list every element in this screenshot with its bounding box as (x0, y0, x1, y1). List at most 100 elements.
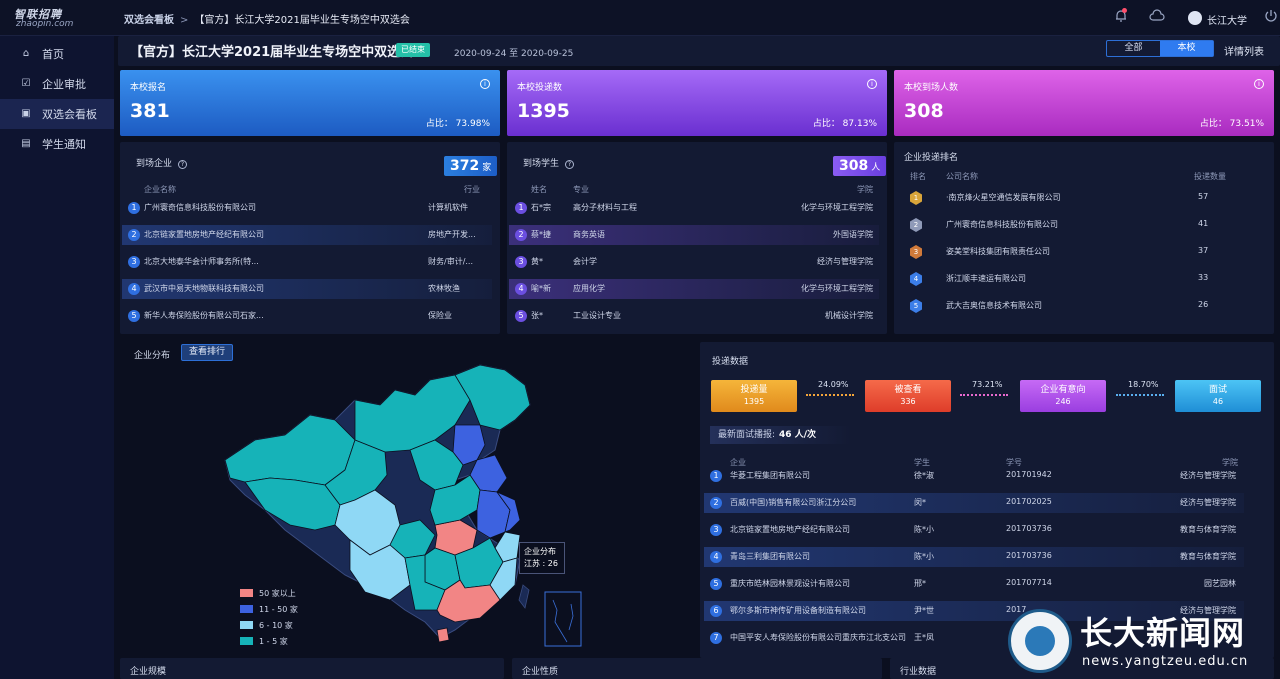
cloud-icon[interactable] (1148, 9, 1166, 27)
panel-title: 企业规模 (130, 667, 167, 677)
table-row[interactable]: 5 新华人寿保险股份有限公司石家... 保险业 (122, 306, 492, 326)
table-row[interactable]: 5 张* 工业设计专业 机械设计学院 (509, 306, 879, 326)
region-shanxi[interactable] (409, 439, 464, 491)
interview-row[interactable]: 4 青岛三利集团有限公司 陈*小 201703736 教育与体育学院 (704, 547, 1244, 567)
ranking-row[interactable]: 1 ·南京烽火星空通信发展有限公司 57 (894, 188, 1264, 208)
table-row[interactable]: 1 广州寰奇信息科技股份有限公司 计算机软件 (122, 198, 492, 218)
user-avatar[interactable] (1188, 11, 1202, 25)
ranking-row[interactable]: 4 浙江顺丰速运有限公司 33 (894, 269, 1264, 289)
sidebar-item-dashboard[interactable]: ▣ 双选会看板 (0, 99, 114, 129)
table-row[interactable]: 4 武汉市中易天地物联科技有限公司 农林牧渔 (122, 279, 492, 299)
legend-item[interactable]: 11 - 50 家 (240, 603, 298, 615)
table-row[interactable]: 2 北京链家置地房地产经纪有限公司 房地产开发... (122, 225, 492, 245)
table-row[interactable]: 4 喻*新 应用化学 化学与环境工程学院 (509, 279, 879, 299)
status-badge: 已结束 (396, 43, 430, 57)
stage-value: 1395 (743, 397, 765, 406)
ranking-row[interactable]: 3 姿美堂科技集团有限责任公司 37 (894, 242, 1264, 262)
help-icon[interactable]: ? (565, 160, 575, 169)
top-bar (0, 0, 1280, 36)
rank-medal-icon: 1 (910, 191, 922, 205)
legend-item[interactable]: 6 - 10 家 (240, 619, 293, 631)
funnel-stage-viewed[interactable]: 被查看 336 (865, 380, 951, 412)
company-name: 北京链家置地房地产经纪有限公司 (144, 230, 264, 239)
toggle-all[interactable]: 全部 (1124, 43, 1143, 53)
company-name: 北京链家置地房地产经纪有限公司 (730, 525, 850, 534)
table-row[interactable]: 3 北京大地泰华会计师事务所(特... 财务/审计/... (122, 252, 492, 272)
ranking-row[interactable]: 2 广州寰奇信息科技股份有限公司 41 (894, 215, 1264, 235)
region-hainan[interactable] (436, 627, 450, 643)
info-icon[interactable]: i (480, 79, 490, 89)
sidebar-item-label: 企业审批 (42, 78, 86, 91)
legend-item[interactable]: 1 - 5 家 (240, 635, 288, 647)
info-icon[interactable]: i (1254, 79, 1264, 89)
legend-item[interactable]: 50 家以上 (240, 587, 296, 599)
south-sea-islands (552, 599, 574, 643)
interview-row[interactable]: 5 重庆市皓林园林景观设计有限公司 邢* 201707714 园艺园林 (704, 574, 1244, 594)
interview-row[interactable]: 7 中国平安人寿保险股份有限公司重庆市江北支公司 王*凤 (704, 628, 1244, 648)
stat-card-attendance: 本校到场人数 i 308 占比： 73.51% (894, 70, 1274, 136)
breadcrumb-root[interactable]: 双选会看板 (124, 15, 174, 26)
sidebar-item-approval[interactable]: ☑ 企业审批 (0, 69, 114, 99)
funnel-arrow (1116, 394, 1164, 396)
view-ranking-button[interactable]: 查看排行 (181, 344, 234, 361)
ranking-row[interactable]: 5 武大吉奥信息技术有限公司 26 (894, 296, 1264, 316)
notice-icon: ▤ (21, 138, 31, 149)
rank-badge-icon: 5 (910, 299, 922, 313)
column-header: 企业名称 (144, 185, 176, 194)
sidebar-item-notice[interactable]: ▤ 学生通知 (0, 129, 114, 159)
china-map[interactable] (215, 360, 585, 650)
info-icon[interactable]: i (867, 79, 877, 89)
logout-icon[interactable] (1262, 9, 1280, 27)
funnel-stage-delivered[interactable]: 投递量 1395 (711, 380, 797, 412)
bell-icon[interactable] (1112, 9, 1130, 27)
row-number: 3 (128, 256, 140, 268)
user-name[interactable]: 长江大学 (1207, 16, 1247, 27)
student-major: 会计学 (573, 257, 597, 266)
header-row (118, 36, 1280, 66)
company-name: 鄂尔多斯市神传矿用设备制造有限公司 (730, 606, 866, 615)
help-icon[interactable]: ? (178, 160, 188, 169)
region-guangdong[interactable] (436, 579, 501, 623)
student-id: 201707714 (1006, 578, 1052, 587)
watermark-url: news.yangtzeu.edu.cn (1082, 654, 1249, 669)
row-number: 4 (515, 283, 527, 295)
table-row[interactable]: 2 蔡*捷 商务英语 外国语学院 (509, 225, 879, 245)
region-jiangsu[interactable] (495, 491, 521, 533)
funnel-stage-intent[interactable]: 企业有意向 246 (1020, 380, 1106, 412)
interview-row[interactable]: 1 华菱工程集团有限公司 徐*淑 201701942 经济与管理学院 (704, 466, 1244, 486)
dashboard-icon: ▣ (21, 108, 31, 119)
detail-list-link[interactable]: 详情列表 (1224, 47, 1264, 58)
company-name: 青岛三利集团有限公司 (730, 552, 810, 561)
delivery-count: 41 (1198, 219, 1209, 228)
region-northeast[interactable] (454, 364, 531, 431)
toggle-school[interactable]: 本校 (1160, 41, 1213, 56)
table-row[interactable]: 1 石*宗 高分子材料与工程 化学与环境工程学院 (509, 198, 879, 218)
stage-value: 46 (1212, 397, 1224, 406)
student-name: 陈*小 (914, 552, 934, 561)
region-west[interactable] (224, 414, 356, 486)
row-number: 5 (710, 578, 722, 590)
company-name: 新华人寿保险股份有限公司石家... (144, 311, 264, 320)
companies-count: 372 家 (444, 156, 498, 176)
logo-text: 智联招聘 (14, 8, 62, 21)
home-icon: ⌂ (22, 48, 30, 59)
zhaopin-logo[interactable]: 智联招聘 zhaopin.com (14, 6, 94, 32)
table-row[interactable]: 3 黄* 会计学 经济与管理学院 (509, 252, 879, 272)
breadcrumb-separator: > (180, 15, 189, 26)
company-industry: 农林牧渔 (428, 284, 460, 293)
conversion-rate: 73.21% (972, 380, 1003, 389)
region-taiwan[interactable] (518, 584, 530, 609)
column-header: 排名 (910, 172, 926, 181)
interview-row[interactable]: 6 鄂尔多斯市神传矿用设备制造有限公司 尹*世 2017 经济与管理学院 (704, 601, 1244, 621)
sidebar-item-home[interactable]: ⌂ 首页 (0, 39, 114, 69)
student-name: 蔡*捷 (531, 230, 551, 239)
company-industry: 保险业 (428, 311, 452, 320)
stage-value: 336 (900, 397, 916, 406)
interview-row[interactable]: 2 百威(中国)销售有限公司浙江分公司 闵* 201702025 经济与管理学院 (704, 493, 1244, 513)
student-name: 陈*小 (914, 525, 934, 534)
stat-value: 1395 (517, 100, 570, 122)
latest-label: 最新面试播报: (718, 430, 776, 440)
interview-row[interactable]: 3 北京链家置地房地产经纪有限公司 陈*小 201703736 教育与体育学院 (704, 520, 1244, 540)
funnel-stage-interview[interactable]: 面试 46 (1175, 380, 1261, 412)
company-name: 武汉市中易天地物联科技有限公司 (144, 284, 264, 293)
